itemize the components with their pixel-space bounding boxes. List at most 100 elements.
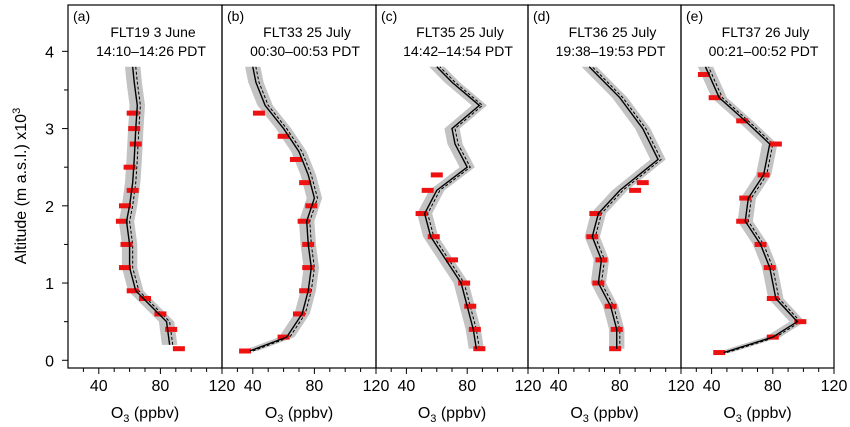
observed-point: [165, 326, 178, 332]
observed-point: [739, 195, 752, 201]
y-tick-label: 3: [45, 122, 54, 139]
observed-point: [430, 172, 443, 178]
x-axis-label: O3 (ppbv): [111, 405, 179, 425]
observed-point: [794, 319, 807, 325]
observed-point: [302, 265, 315, 271]
x-axis-label: O3 (ppbv): [570, 405, 638, 425]
flight-label: FLT36 25 July: [569, 24, 657, 40]
x-tick-label: 120: [821, 378, 848, 395]
x-tick-label: 80: [611, 378, 629, 395]
panel-4: 40 80 120 O3 (ppbv) (d) FLT36 25 July 19:38–19…: [527, 4, 695, 425]
observed-point: [697, 72, 710, 78]
flight-label: FLT35 25 July: [416, 24, 504, 40]
x-axis-label-subscript: 3: [277, 413, 283, 425]
flight-label: FLT37 26 July: [722, 24, 810, 40]
x-axis-label-unit: (ppbv): [742, 405, 792, 422]
observed-point: [139, 295, 151, 301]
y-tick-label: 2: [45, 199, 54, 216]
x-axis-label-subscript: 3: [123, 413, 129, 425]
model-range-band: [417, 66, 487, 349]
model-profile-dashed-line: [427, 66, 484, 349]
panel-frame: [67, 4, 223, 369]
observed-point: [736, 118, 749, 124]
x-axis-label-unit: (ppbv): [129, 405, 179, 422]
x-axis-label-o: O: [418, 405, 430, 422]
x-axis-label-subscript: 3: [736, 413, 742, 425]
panel-letter: (e): [686, 8, 703, 24]
observed-point: [172, 346, 185, 352]
model-range-band: [581, 66, 666, 349]
x-tick-label: 40: [550, 378, 568, 395]
model-profile-line: [423, 66, 481, 349]
x-axis-label-o: O: [570, 405, 582, 422]
observed-point: [636, 180, 649, 186]
observed-point: [252, 110, 265, 116]
x-tick-label: 40: [703, 378, 721, 395]
observed-point: [766, 295, 779, 301]
x-axis-label-o: O: [265, 405, 277, 422]
observed-point: [126, 110, 139, 116]
x-axis-label: O3 (ppbv): [723, 405, 791, 425]
time-range-label: 00:21–00:52 PDT: [709, 43, 819, 59]
observed-point: [473, 346, 486, 352]
x-axis-label: O3 (ppbv): [418, 405, 486, 425]
x-axis-label: O3 (ppbv): [265, 405, 333, 425]
observed-point: [629, 187, 642, 193]
observed-point: [297, 218, 310, 224]
observed-point: [289, 156, 302, 162]
flight-label: FLT19 3 June: [110, 24, 196, 40]
observed-point: [120, 241, 133, 247]
observed-point: [239, 348, 252, 354]
y-axis-title-text: Altitude (m a.s.l.) x103: [11, 108, 30, 264]
model-profile-line: [125, 66, 171, 345]
observed-point: [446, 257, 458, 263]
observed-point: [126, 187, 139, 193]
y-axis-title: Altitude (m a.s.l.) x103: [11, 108, 30, 264]
x-axis-label-subscript: 3: [430, 413, 436, 425]
observed-point: [427, 234, 440, 240]
panel-frame: [375, 4, 529, 369]
x-tick-label: 40: [90, 378, 108, 395]
x-axis-label-subscript: 3: [583, 413, 589, 425]
x-axis-label-o: O: [723, 405, 735, 422]
observed-point: [421, 187, 434, 193]
observed-point: [123, 164, 136, 170]
model-range-band: [242, 66, 323, 352]
observed-point: [128, 126, 141, 132]
observed-point: [118, 265, 131, 271]
y-axis-title-exponent: 3: [11, 108, 23, 114]
observed-point: [468, 326, 481, 332]
model-profile-line: [588, 66, 659, 349]
x-tick-label: 120: [363, 378, 390, 395]
observed-point: [126, 288, 139, 294]
x-tick-label: 120: [209, 378, 236, 395]
observed-point: [589, 211, 602, 217]
panel-letter: (d): [533, 8, 550, 24]
x-axis-label-o: O: [111, 405, 123, 422]
panel-frame: [527, 4, 682, 369]
model-range-band: [697, 66, 805, 353]
time-range-label: 00:30–00:53 PDT: [250, 43, 360, 59]
y-axis-title-main: Altitude (m a.s.l.) x10: [13, 114, 30, 264]
panel-2: 40 80 120 O3 (ppbv) (b) FLT33 25 July 00:30–00…: [221, 4, 390, 425]
observed-point: [299, 288, 312, 294]
observed-point: [708, 95, 721, 101]
model-profile-line: [704, 66, 799, 354]
model-profile-line: [249, 66, 316, 352]
x-tick-label: 120: [668, 378, 695, 395]
x-tick-label: 80: [152, 378, 170, 395]
observed-point: [118, 203, 131, 209]
x-tick-label: 80: [764, 378, 782, 395]
observed-point: [769, 141, 782, 147]
x-axis-label-unit: (ppbv): [436, 405, 486, 422]
observed-point: [277, 334, 290, 340]
y-tick-label: 4: [45, 44, 54, 61]
panel-3: 40 80 120 O3 (ppbv) (c) FLT35 25 July 14:42–14…: [375, 4, 541, 425]
panel-letter: (c): [381, 8, 397, 24]
x-axis-label-unit: (ppbv): [589, 405, 639, 422]
observed-point: [609, 346, 622, 352]
flight-label: FLT33 25 July: [263, 24, 351, 40]
time-range-label: 19:38–19:53 PDT: [556, 43, 666, 59]
